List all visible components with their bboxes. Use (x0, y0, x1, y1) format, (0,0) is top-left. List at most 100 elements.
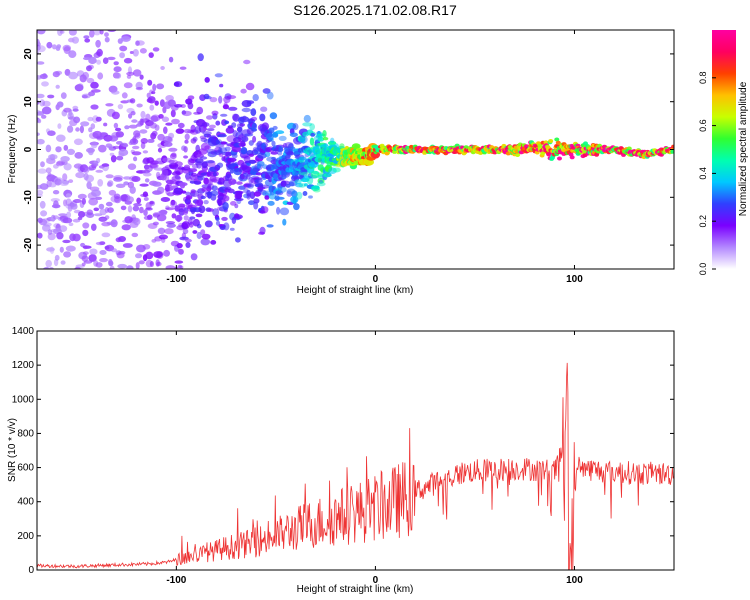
heatmap-cell (370, 151, 381, 159)
heatmap-cell (175, 128, 185, 134)
heatmap-cell (104, 36, 110, 43)
heatmap-cell (37, 30, 46, 35)
heatmap-cell (251, 122, 257, 131)
heatmap-cell (308, 195, 313, 199)
heatmap-cell (231, 153, 238, 159)
heatmap-cell (316, 181, 326, 187)
heatmap-cell (123, 82, 133, 89)
heatmap-cell (139, 206, 144, 214)
heatmap-cell (59, 246, 64, 253)
heatmap-cell (45, 167, 52, 174)
heatmap-cell (114, 284, 118, 289)
heatmap-cell (66, 211, 72, 219)
heatmap-cell (71, 36, 79, 44)
heatmap-cell (110, 301, 118, 306)
heatmap-cell (107, 56, 116, 61)
heatmap-cell (113, 122, 119, 129)
heatmap-cell (165, 122, 173, 126)
heatmap-cell (140, 110, 146, 119)
heatmap-cell (37, 111, 45, 116)
heatmap-cell (141, 13, 145, 17)
heatmap-cell (56, 101, 64, 108)
heatmap-cell (309, 137, 315, 146)
heatmap-cell (68, 71, 78, 80)
heatmap-cell (253, 201, 259, 210)
heatmap-cell (255, 172, 263, 176)
heatmap-cell (278, 145, 284, 153)
heatmap-cell (124, 125, 130, 130)
heatmap-cell (104, 345, 112, 352)
heatmap-cell (77, 193, 87, 200)
heatmap-cell (35, 18, 40, 22)
heatmap-cell (317, 136, 325, 142)
heatmap-cell (87, 64, 94, 70)
heatmap-cell (89, 30, 95, 38)
heatmap-cell (135, 253, 142, 259)
heatmap-cell (67, 289, 76, 294)
heatmap-cell (179, 265, 184, 269)
heatmap-cell (129, 186, 136, 194)
heatmap-cell (137, 331, 146, 337)
heatmap-cell (48, 182, 57, 188)
heatmap-cell (266, 132, 274, 141)
heatmap-cell (104, 215, 110, 220)
heatmap-cell (131, 119, 138, 123)
heatmap-cell (42, 307, 48, 312)
heatmap-cell (135, 87, 143, 91)
heatmap-cell (77, 83, 84, 90)
heatmap-cell (47, 130, 56, 136)
heatmap-cell (217, 134, 227, 138)
heatmap-cell (210, 240, 217, 245)
heatmap-cell (515, 153, 521, 157)
heatmap-cell (189, 216, 196, 220)
heatmap-cell (102, 321, 108, 327)
heatmap-cell (170, 200, 178, 208)
heatmap-cell (190, 189, 196, 194)
heatmap-cell (126, 22, 131, 27)
heatmap-cell (133, 203, 142, 207)
heatmap-cell (113, 175, 123, 180)
y-tick-label: 1200 (12, 360, 35, 371)
heatmap-cell (266, 91, 274, 100)
heatmap-cell (112, 24, 116, 28)
heatmap-cell (202, 131, 212, 136)
heatmap-cell (147, 138, 155, 143)
heatmap-cell (197, 53, 204, 62)
heatmap-cell (228, 178, 237, 185)
heatmap-cell (253, 191, 262, 197)
heatmap-cell (123, 181, 129, 186)
heatmap-cell (37, 61, 45, 65)
heatmap-cell (46, 247, 55, 252)
heatmap-cell (224, 146, 231, 152)
heatmap-cell (121, 92, 128, 99)
heatmap-cell (60, 92, 67, 99)
heatmap-cell (112, 278, 117, 284)
heatmap-cell (225, 151, 232, 157)
heatmap-cell (183, 164, 191, 169)
heatmap-cell (143, 197, 149, 201)
heatmap-cell (147, 214, 153, 220)
heatmap-cell (174, 175, 181, 180)
heatmap-cell (158, 209, 168, 217)
heatmap-cell (147, 322, 156, 327)
heatmap-cell (110, 285, 118, 290)
heatmap-cell (139, 48, 147, 54)
heatmap-cell (271, 140, 276, 147)
heatmap-cell (290, 196, 299, 204)
heatmap-cell (300, 171, 311, 176)
heatmap-cell (301, 138, 306, 144)
x-tick-label: -100 (166, 575, 186, 586)
heatmap-cell (107, 3, 111, 9)
heatmap-cell (322, 137, 329, 141)
heatmap-cell (125, 288, 131, 292)
heatmap-cell (164, 228, 174, 235)
heatmap-cell (215, 220, 221, 226)
heatmap-cell (206, 128, 215, 132)
heatmap-cell (218, 95, 223, 104)
heatmap-cell (39, 3, 47, 9)
heatmap-cell (157, 227, 166, 235)
heatmap-cell (252, 135, 257, 143)
heatmap-cell (135, 262, 140, 269)
heatmap-cell (200, 195, 206, 200)
heatmap-cell (163, 300, 170, 304)
